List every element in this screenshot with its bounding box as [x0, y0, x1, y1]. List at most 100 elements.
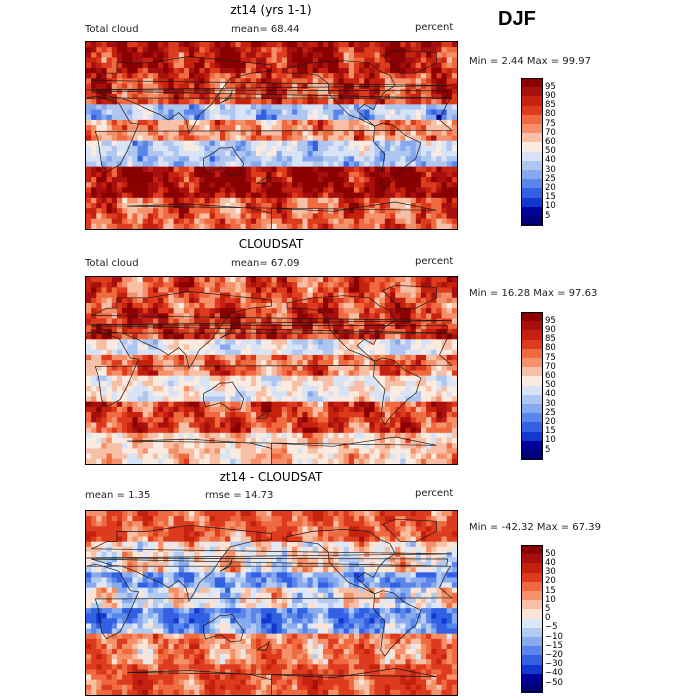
heatmap-cell: [323, 406, 329, 413]
heatmap-cell: [240, 417, 247, 424]
heatmap-cell: [199, 99, 206, 105]
heatmap-cell: [307, 125, 314, 131]
heatmap-cell: [106, 67, 113, 74]
heatmap-cell: [163, 99, 170, 105]
heatmap-cell: [147, 334, 154, 340]
heatmap-cell: [369, 130, 376, 137]
heatmap-cell: [426, 339, 432, 346]
heatmap-cell: [410, 78, 417, 85]
heatmap-cell: [328, 197, 334, 204]
heatmap-cell: [451, 83, 457, 90]
heatmap-cell: [333, 302, 340, 309]
heatmap-cell: [271, 360, 278, 366]
heatmap-cell: [312, 208, 319, 215]
heatmap-cell: [158, 328, 164, 335]
heatmap-cell: [338, 42, 345, 48]
heatmap-cell: [209, 208, 216, 215]
heatmap-cell: [420, 135, 427, 142]
heatmap-cell: [317, 57, 324, 64]
heatmap-cell: [91, 297, 97, 304]
heatmap-cell: [96, 83, 103, 90]
heatmap-cell: [235, 287, 242, 294]
heatmap-cell: [101, 417, 108, 424]
heatmap-cell: [168, 360, 175, 366]
heatmap-cell: [91, 197, 97, 204]
heatmap-cell: [343, 114, 350, 121]
heatmap-cell: [147, 354, 154, 361]
heatmap-cell: [116, 354, 123, 361]
heatmap-cell: [369, 182, 376, 189]
heatmap-cell: [312, 119, 319, 126]
heatmap-cell: [390, 213, 396, 220]
heatmap-cell: [96, 218, 103, 225]
heatmap-cell: [307, 365, 314, 372]
heatmap-cell: [152, 57, 159, 64]
heatmap-cell: [256, 151, 262, 157]
heatmap-cell: [420, 344, 427, 351]
heatmap-cell: [163, 422, 170, 429]
heatmap-cell: [374, 140, 381, 147]
heatmap-cell: [302, 391, 309, 398]
heatmap-cell: [101, 47, 108, 53]
heatmap-cell: [225, 432, 231, 439]
heatmap-cell: [158, 360, 164, 366]
heatmap-cell: [152, 360, 159, 366]
heatmap-cell: [256, 73, 262, 79]
heatmap-cell: [317, 432, 324, 439]
heatmap-cell: [219, 318, 226, 325]
heatmap-cell: [225, 344, 231, 351]
heatmap-cell: [286, 380, 293, 387]
heatmap-cell: [183, 318, 190, 325]
heatmap-cell: [328, 313, 334, 320]
heatmap-cell: [235, 88, 242, 95]
heatmap-cell: [343, 182, 350, 189]
heatmap-cell: [436, 417, 443, 424]
heatmap-cell: [420, 182, 427, 189]
heatmap-cell: [307, 135, 314, 142]
heatmap-cell: [369, 432, 376, 439]
heatmap-cell: [142, 114, 149, 121]
heatmap-cell: [219, 339, 226, 346]
heatmap-cell: [158, 88, 164, 95]
heatmap-cell: [194, 318, 200, 325]
heatmap-cell: [240, 438, 247, 444]
heatmap-cell: [364, 114, 370, 121]
heatmap-cell: [420, 114, 427, 121]
heatmap-cell: [292, 213, 298, 220]
heatmap-cell: [209, 401, 216, 408]
heatmap-cell: [173, 130, 180, 137]
colorbar-tick-label: 60: [545, 136, 556, 147]
heatmap-cell: [111, 213, 118, 220]
heatmap-cell: [204, 427, 211, 434]
heatmap-cell: [158, 218, 164, 225]
heatmap-cell: [266, 104, 273, 111]
heatmap-cell: [323, 223, 329, 229]
heatmap-cell: [199, 292, 206, 299]
heatmap-cell: [359, 161, 365, 168]
heatmap-cell: [426, 161, 432, 168]
heatmap-cell: [369, 339, 376, 346]
heatmap-cell: [379, 432, 386, 439]
heatmap-cell: [142, 99, 149, 105]
heatmap-cell: [307, 313, 314, 320]
heatmap-cell: [431, 171, 437, 178]
heatmap-cell: [245, 73, 252, 79]
heatmap-cell: [142, 52, 149, 59]
heatmap-cell: [323, 354, 329, 361]
heatmap-cell: [163, 93, 170, 100]
heatmap-cell: [127, 151, 133, 157]
heatmap-cell: [384, 344, 391, 351]
heatmap-cell: [426, 417, 432, 424]
heatmap-cell: [199, 171, 206, 178]
heatmap-cell: [168, 119, 175, 126]
heatmap-cell: [225, 213, 231, 220]
heatmap-cell: [86, 412, 92, 418]
heatmap-cell: [302, 42, 309, 48]
heatmap-cell: [415, 406, 422, 413]
heatmap-cell: [405, 401, 412, 408]
heatmap-cell: [209, 78, 216, 85]
heatmap-cell: [183, 88, 190, 95]
heatmap-cell: [364, 119, 370, 126]
heatmap-cell: [116, 401, 123, 408]
heatmap-cell: [225, 391, 231, 398]
